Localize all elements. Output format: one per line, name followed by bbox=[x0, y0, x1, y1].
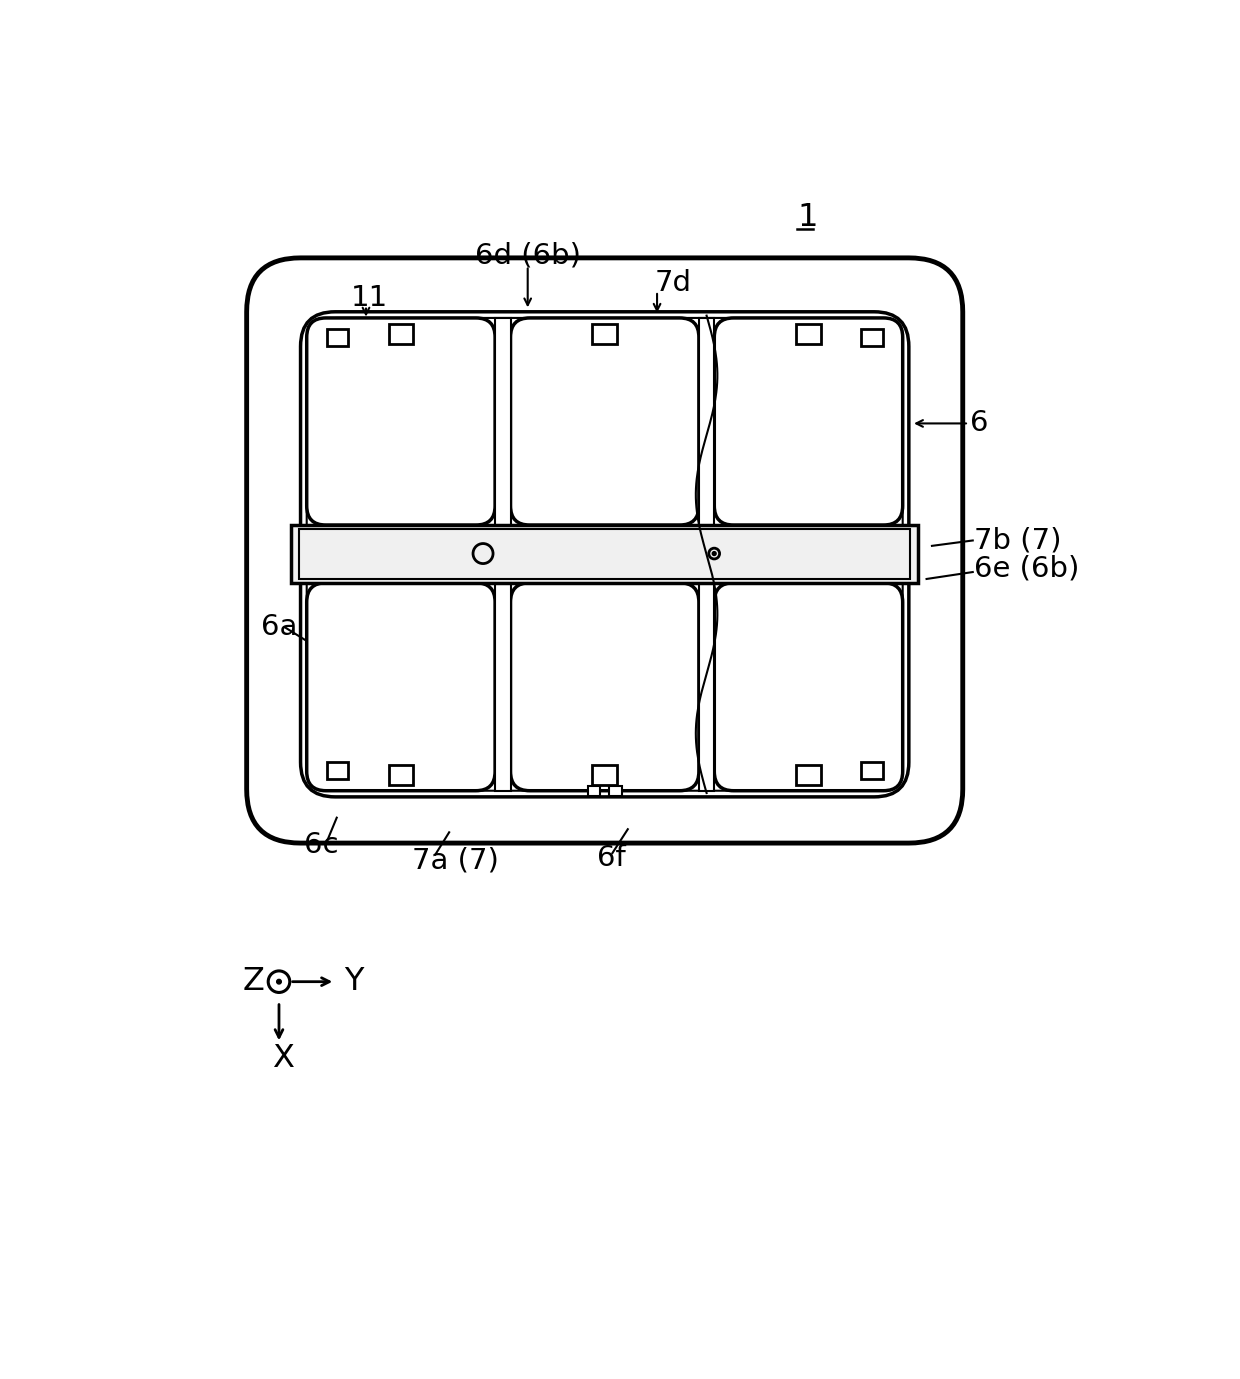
Circle shape bbox=[712, 552, 717, 556]
FancyBboxPatch shape bbox=[714, 319, 903, 525]
Bar bbox=[326, 330, 348, 346]
Bar bbox=[495, 319, 511, 790]
Bar bbox=[699, 319, 714, 790]
Text: Z: Z bbox=[243, 967, 264, 997]
FancyBboxPatch shape bbox=[247, 258, 962, 843]
Text: 6: 6 bbox=[971, 410, 990, 437]
FancyBboxPatch shape bbox=[306, 319, 903, 790]
FancyBboxPatch shape bbox=[306, 583, 495, 790]
FancyBboxPatch shape bbox=[714, 583, 903, 790]
Text: Y: Y bbox=[345, 967, 363, 997]
FancyBboxPatch shape bbox=[306, 319, 495, 525]
Bar bbox=[588, 786, 600, 796]
Text: 1: 1 bbox=[797, 203, 817, 233]
FancyBboxPatch shape bbox=[511, 319, 699, 525]
Bar bbox=[299, 530, 910, 579]
Bar bbox=[861, 330, 883, 346]
Text: 6e (6b): 6e (6b) bbox=[975, 554, 1080, 582]
Text: 6d (6b): 6d (6b) bbox=[475, 241, 580, 269]
Bar bbox=[388, 764, 413, 785]
Bar bbox=[861, 763, 883, 779]
Text: X: X bbox=[272, 1043, 294, 1074]
Bar bbox=[796, 324, 821, 345]
Bar bbox=[291, 525, 918, 583]
Text: 6c: 6c bbox=[304, 830, 339, 859]
Bar bbox=[609, 786, 621, 796]
Text: 7d: 7d bbox=[655, 269, 692, 296]
Circle shape bbox=[277, 979, 281, 985]
Bar bbox=[388, 324, 413, 345]
Bar bbox=[593, 764, 618, 785]
Bar bbox=[326, 763, 348, 779]
FancyBboxPatch shape bbox=[300, 312, 909, 797]
Text: 7b (7): 7b (7) bbox=[975, 527, 1061, 554]
FancyBboxPatch shape bbox=[511, 583, 699, 790]
Text: 11: 11 bbox=[351, 284, 388, 312]
Bar bbox=[796, 764, 821, 785]
Text: 6f: 6f bbox=[596, 844, 626, 873]
Text: 7a (7): 7a (7) bbox=[412, 847, 498, 874]
Bar bbox=[593, 324, 618, 345]
Text: 6a: 6a bbox=[260, 614, 296, 641]
